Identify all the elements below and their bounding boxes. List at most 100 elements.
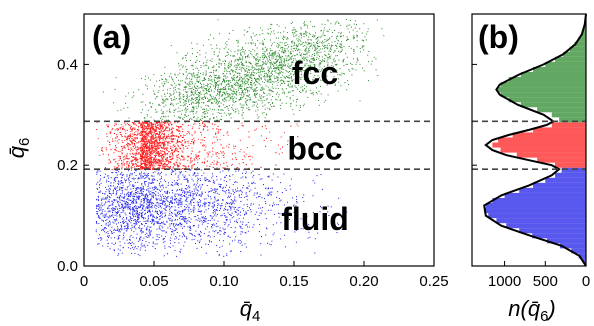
scatter-point [181,110,183,112]
scatter-point [156,152,158,153]
scatter-point [244,50,246,52]
scatter-point [322,31,324,33]
scatter-point [264,75,265,77]
scatter-point [189,77,190,79]
scatter-point [159,165,161,167]
scatter-point [318,90,320,92]
scatter-point [210,79,212,81]
scatter-point [276,55,278,57]
scatter-point [288,59,290,60]
scatter-point [163,122,165,124]
scatter-point [273,33,275,35]
scatter-point [194,140,196,142]
scatter-point [315,47,317,49]
scatter-point [134,144,135,146]
scatter-point [167,127,169,129]
scatter-point [240,98,242,100]
scatter-point [155,148,157,150]
scatter-point [323,69,325,71]
scatter-point [226,106,228,108]
scatter-point [206,152,208,154]
scatter-point [137,132,139,134]
scatter-point [316,38,318,40]
scatter-point [319,41,321,43]
scatter-point [237,63,239,65]
scatter-point [140,123,142,125]
scatter-point [258,75,260,77]
scatter-point [192,69,194,71]
scatter-point [233,110,234,112]
scatter-point [195,67,197,69]
scatter-point [274,54,276,56]
scatter-point [188,140,190,142]
scatter-point [197,89,198,91]
scatter-point [186,133,188,135]
scatter-point [252,42,254,44]
scatter-point [182,168,184,170]
scatter-point [238,83,240,85]
scatter-point [167,151,169,153]
scatter-point [218,105,220,107]
scatter-point [132,138,134,140]
scatter-point [150,165,152,167]
scatter-point [175,142,177,144]
scatter-point [144,127,146,129]
scatter-point [222,151,224,153]
scatter-point [328,43,330,45]
scatter-point [214,87,216,89]
scatter-point [192,53,193,55]
scatter-point [190,79,192,81]
scatter-point [297,49,299,51]
scatter-point [300,33,302,35]
scatter-point [217,55,218,57]
scatter-point [209,79,211,81]
scatter-point [115,77,117,79]
scatter-point [203,117,205,119]
scatter-point [263,68,265,70]
scatter-point [222,79,224,81]
scatter-point [137,149,138,150]
scatter-point [188,145,190,147]
scatter-point [268,33,269,35]
scatter-point [169,153,171,155]
scatter-point [163,116,165,118]
scatter-point [135,157,137,159]
scatter-point [153,126,155,127]
scatter-point [175,89,176,91]
scatter-point [161,122,163,124]
scatter-point [229,71,231,73]
scatter-point [173,144,175,146]
scatter-point [254,56,256,58]
scatter-point [127,161,129,163]
scatter-point [203,93,205,95]
scatter-point [244,69,245,71]
scatter-point [155,156,156,157]
scatter-point [352,29,354,31]
scatter-point [167,142,169,144]
scatter-point [266,114,268,116]
scatter-point [246,56,248,58]
scatter-point [255,90,257,92]
scatter-point [273,105,275,107]
scatter-point [289,83,291,85]
scatter-point [174,146,176,147]
scatter-point [156,143,158,145]
scatter-point [256,63,258,65]
scatter-point [234,55,236,57]
scatter-point [190,100,192,102]
scatter-point [178,128,180,130]
scatter-point [96,122,98,124]
scatter-point [287,59,289,61]
scatter-point [293,32,295,34]
scatter-point [318,46,320,48]
scatter-point [254,50,256,52]
scatter-point [205,73,207,75]
scatter-point [173,164,175,166]
scatter-point [195,106,197,108]
scatter-point [306,56,308,58]
scatter-point [191,166,193,168]
scatter-point [184,141,186,143]
scatter-point [296,46,298,48]
scatter-point [228,80,230,82]
scatter-point [224,167,226,169]
